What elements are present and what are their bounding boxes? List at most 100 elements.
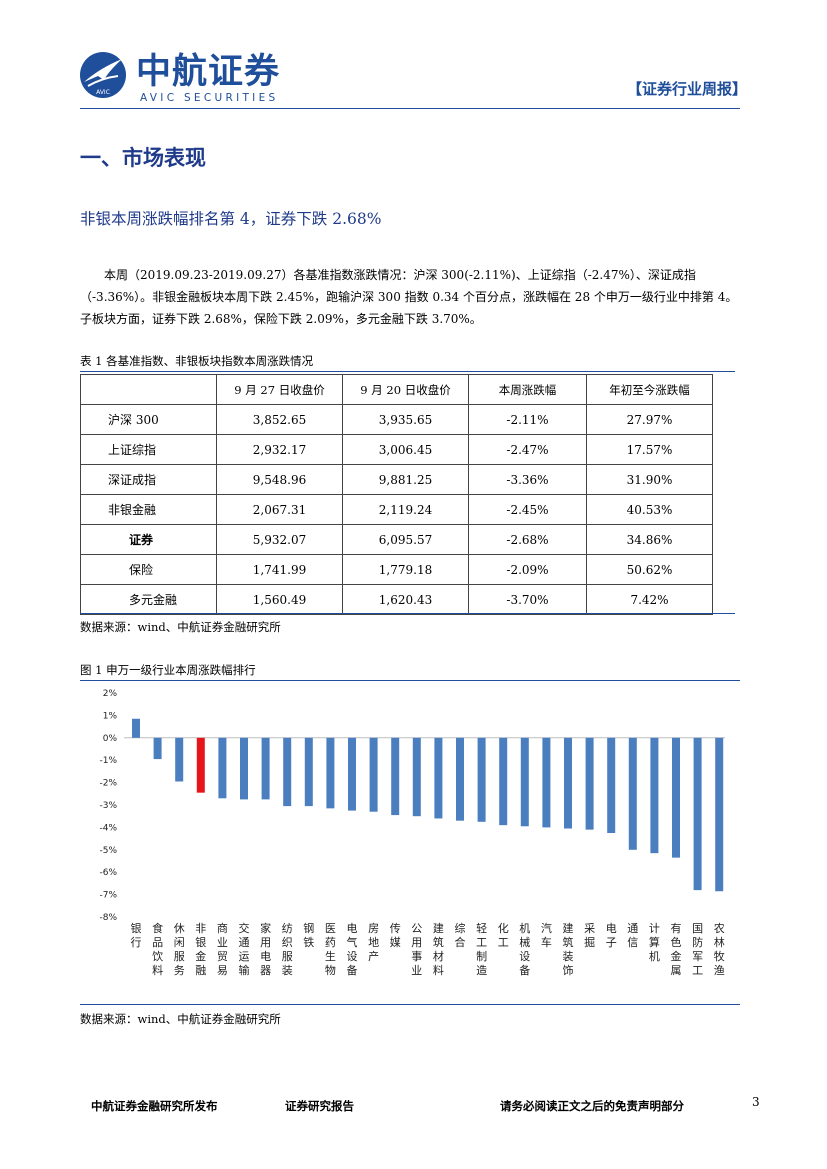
table-row: 证券 5,932.07 6,095.57 -2.68% 34.86% [80, 524, 713, 555]
x-tick-label: 农林牧渔 [714, 921, 725, 977]
table-header-cell: 9 月 27 日收盘价 [216, 374, 343, 405]
x-tick-label: 传媒 [390, 922, 401, 949]
table-cell: -2.45% [468, 494, 587, 525]
brand-name-en: AVIC SECURITIES [140, 92, 279, 104]
bar [196, 737, 205, 793]
table-header-cell: 年初至今涨跌幅 [586, 374, 713, 405]
table-header-cell: 本周涨跌幅 [468, 374, 587, 405]
table-cell: 3,852.65 [216, 404, 343, 435]
y-tick-label: 0% [103, 734, 118, 744]
row-label: 非银金融 [80, 494, 217, 525]
figure-bottom-divider [80, 1004, 740, 1005]
table-header-cell [80, 374, 217, 405]
report-type-label: 【证券行业周报】 [626, 80, 747, 98]
figure-top-divider [80, 680, 740, 681]
y-tick-label: 1% [103, 711, 118, 721]
table-row: 沪深 300 3,852.65 3,935.65 -2.11% 27.97% [80, 404, 713, 435]
x-tick-label: 非银金融 [195, 922, 206, 977]
table-cell: 5,932.07 [216, 524, 343, 555]
bar [240, 737, 248, 800]
x-tick-label: 银行 [131, 921, 142, 949]
table-top-divider [80, 371, 735, 372]
x-tick-label: 轻工制造 [476, 921, 487, 977]
bar [175, 737, 184, 782]
y-tick-label: -3% [99, 801, 117, 811]
x-tick-label: 食品饮料 [152, 921, 163, 977]
bar [499, 737, 508, 826]
table-cell: 1,620.43 [342, 584, 469, 615]
subsection-title: 非银本周涨跌幅排名第 4，证券下跌 2.68% [80, 210, 382, 228]
section-title: 一、市场表现 [80, 146, 206, 170]
table-row: 非银金融 2,067.31 2,119.24 -2.45% 40.53% [80, 494, 713, 525]
x-tick-label: 计算机 [649, 922, 660, 963]
bar [564, 737, 572, 829]
bar [304, 737, 313, 807]
row-label: 上证综指 [80, 434, 217, 465]
bar [434, 737, 443, 819]
brand-name: 中航证券 [136, 52, 281, 92]
table-caption: 表 1 各基准指数、非银板块指数本周涨跌情况 [80, 354, 314, 368]
bar [412, 737, 421, 817]
bar [542, 737, 551, 828]
body-paragraph: 本周（2019.09.23-2019.09.27）各基准指数涨跌情况：沪深 30… [80, 268, 738, 326]
row-label: 证券 [80, 524, 217, 555]
table-row: 多元金融 1,560.49 1,620.43 -3.70% 7.42% [80, 584, 713, 615]
table-cell: 34.86% [586, 524, 713, 555]
footer-report-kind: 证券研究报告 [285, 1099, 354, 1113]
bar [218, 737, 227, 799]
avic-logo-icon: AVIC [80, 52, 126, 98]
y-tick-label: -6% [99, 868, 117, 878]
table-row: 深证成指 9,548.96 9,881.25 -3.36% 31.90% [80, 464, 713, 495]
y-tick-label: -7% [99, 891, 117, 901]
table-cell: 2,067.31 [216, 494, 343, 525]
table-cell: 31.90% [586, 464, 713, 495]
header-divider [80, 108, 740, 109]
table-cell: 40.53% [586, 494, 713, 525]
index-performance-table: 9 月 27 日收盘价 9 月 20 日收盘价 本周涨跌幅 年初至今涨跌幅 沪深… [80, 374, 713, 615]
x-tick-label: 有色金属 [671, 921, 682, 977]
bar [607, 737, 616, 833]
y-tick-label: 2% [103, 689, 118, 699]
row-label: 沪深 300 [80, 404, 217, 435]
x-tick-label: 房地产 [368, 922, 379, 963]
footer-disclaimer-note: 请务必阅读正文之后的免责声明部分 [500, 1099, 684, 1113]
table-cell: 1,560.49 [216, 584, 343, 615]
bar [456, 737, 464, 821]
x-tick-label: 建筑装饰 [563, 921, 574, 977]
table-cell: 1,779.18 [342, 554, 469, 585]
table-cell: -2.68% [468, 524, 587, 555]
table-cell: 17.57% [586, 434, 713, 465]
bar [326, 737, 335, 809]
table-cell: 2,932.17 [216, 434, 343, 465]
x-tick-label: 建筑材料 [433, 921, 444, 977]
table-cell: -2.11% [468, 404, 587, 435]
table-cell: -2.47% [468, 434, 587, 465]
bar [693, 737, 702, 891]
bars [132, 718, 724, 892]
table-header-cell: 9 月 20 日收盘价 [342, 374, 469, 405]
bar [348, 737, 356, 811]
y-tick-label: -1% [99, 756, 117, 766]
bar [283, 737, 292, 807]
table-cell: 1,741.99 [216, 554, 343, 585]
y-tick-label: -2% [99, 779, 117, 789]
bar [369, 737, 378, 812]
x-tick-label: 医药生物 [325, 922, 336, 977]
bar [477, 737, 486, 822]
x-tick-label: 家用电器 [260, 921, 271, 977]
table-cell: 7.42% [586, 584, 713, 615]
x-tick-label: 综合 [455, 921, 466, 949]
bar [391, 737, 400, 816]
table-row: 上证综指 2,932.17 3,006.45 -2.47% 17.57% [80, 434, 713, 465]
figure-caption: 图 1 申万一级行业本周涨跌幅排行 [80, 663, 256, 677]
bar [520, 737, 529, 827]
y-tick-label: -4% [99, 823, 117, 833]
table-cell: 2,119.24 [342, 494, 469, 525]
x-tick-label: 汽车 [541, 921, 552, 949]
table-cell: 9,881.25 [342, 464, 469, 495]
table-cell: 3,006.45 [342, 434, 469, 465]
table-cell: 27.97% [586, 404, 713, 435]
x-tick-label: 交通运输 [239, 921, 250, 977]
x-tick-label: 采掘 [584, 922, 595, 949]
bar [650, 737, 659, 854]
